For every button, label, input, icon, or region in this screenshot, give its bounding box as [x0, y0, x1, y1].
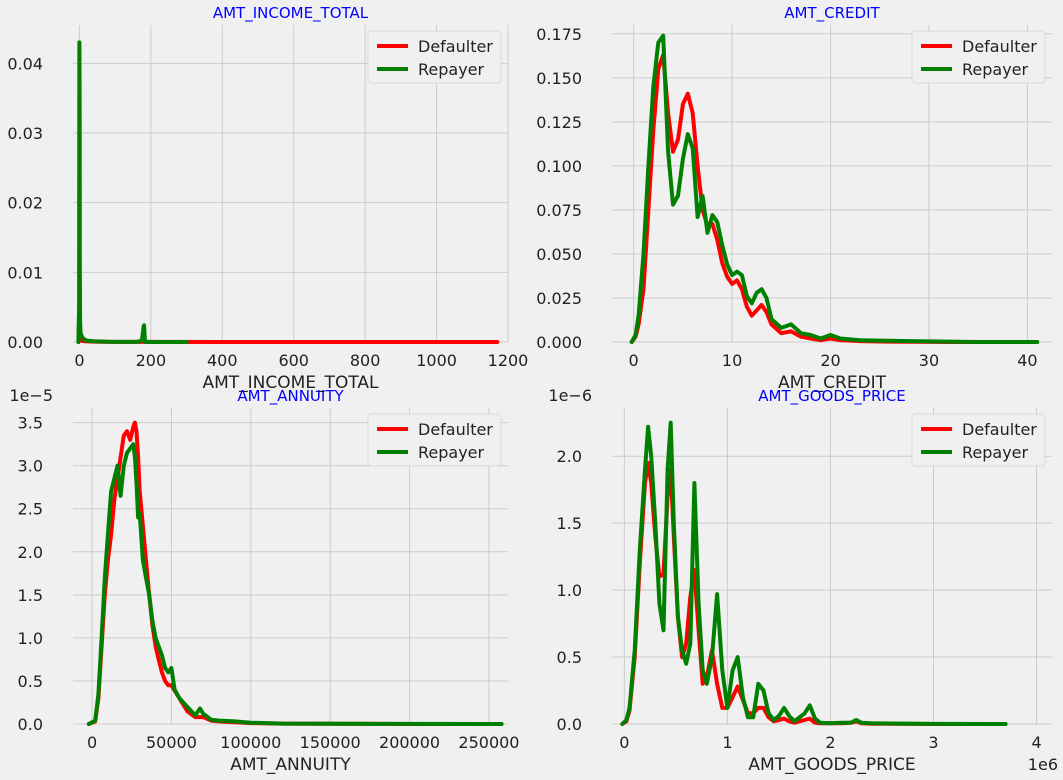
- legend: Defaulter Repayer: [911, 413, 1046, 467]
- x-tick-label: 50000: [146, 733, 197, 752]
- x-offset-text: 1e6: [1028, 755, 1058, 774]
- x-tick-label: 0: [74, 351, 84, 370]
- x-tick-label: 30: [919, 351, 939, 370]
- y-tick-label: 0.02: [7, 194, 43, 213]
- y-tick-label: 1.5: [18, 586, 43, 605]
- x-tick-label: 10: [722, 351, 742, 370]
- subplot-title: AMT_GOODS_PRICE: [758, 387, 906, 406]
- x-tick-label: 100000: [220, 733, 281, 752]
- x-tick-label: 2: [825, 733, 835, 752]
- legend: Defaulter Repayer: [911, 30, 1046, 84]
- x-tick-label: 200: [136, 351, 167, 370]
- y-tick-label: 0.03: [7, 124, 43, 143]
- subplot-4: 0 1 2 3 4 0.0 0.5 1.0 1.5 2.0 1e−6 1e6 AMT_GOODS_PRI…: [548, 386, 1058, 775]
- series-line-defaulter: [86, 420, 504, 726]
- x-tick-label: 3: [928, 733, 938, 752]
- x-tick-label: 0: [629, 351, 639, 370]
- legend-label-repayer: Repayer: [418, 60, 485, 79]
- y-tick-label: 3.0: [18, 457, 43, 476]
- legend-label-defaulter: Defaulter: [418, 420, 493, 439]
- y-tick-label: 2.0: [18, 543, 43, 562]
- y-tick-label: 1.0: [557, 581, 582, 600]
- x-tick-label: 40: [1017, 351, 1037, 370]
- subplot-title: AMT_INCOME_TOTAL: [213, 4, 369, 23]
- y-tick-label: 0.0: [557, 715, 582, 734]
- series-line-defaulter: [620, 460, 1008, 726]
- subplot-title: AMT_CREDIT: [784, 4, 880, 23]
- y-tick-label: 0.5: [18, 672, 43, 691]
- x-axis-label: AMT_INCOME_TOTAL: [202, 373, 379, 393]
- y-tick-label: 2.0: [557, 447, 582, 466]
- x-tick-label: 800: [350, 351, 381, 370]
- x-tick-label: 600: [278, 351, 309, 370]
- y-tick-label: 2.5: [18, 500, 43, 519]
- legend-label-defaulter: Defaulter: [962, 37, 1037, 56]
- legend: Defaulter Repayer: [367, 30, 502, 84]
- y-tick-label: 0.150: [536, 69, 582, 88]
- series-line-defaulter: [629, 52, 1040, 344]
- x-tick-label: 250000: [458, 733, 519, 752]
- y-tick-label: 0.0: [18, 715, 43, 734]
- x-tick-label: 1000: [416, 351, 457, 370]
- subplot-1: 0 200 400 600 800 1000 1200 0.00 0.01 0.02 0.03 0.0…: [7, 4, 528, 393]
- y-tick-label: 0.04: [7, 54, 43, 73]
- x-tick-label: 150000: [300, 733, 361, 752]
- y-tick-label: 0.050: [536, 245, 582, 264]
- y-offset-text: 1e−5: [9, 386, 53, 405]
- y-tick-label: 0.100: [536, 157, 582, 176]
- x-axis-label: AMT_GOODS_PRICE: [748, 755, 915, 775]
- y-tick-label: 0.000: [536, 333, 582, 352]
- y-tick-label: 0.175: [536, 25, 582, 44]
- legend-label-repayer: Repayer: [418, 443, 485, 462]
- series-line-repayer: [76, 40, 189, 344]
- subplot-3: 0 50000 100000 150000 200000 250000 0.0 0.5 1.0 1…: [9, 386, 519, 775]
- y-tick-label: 1.5: [557, 514, 582, 533]
- legend-label-repayer: Repayer: [962, 443, 1029, 462]
- x-tick-label: 0: [87, 733, 97, 752]
- legend: Defaulter Repayer: [367, 413, 502, 467]
- x-tick-label: 4: [1031, 733, 1041, 752]
- y-tick-label: 0.01: [7, 263, 43, 282]
- subplot-2: 0 10 20 30 40 0.000 0.025 0.050 0.075 0.100 0.125 0…: [536, 4, 1052, 393]
- x-tick-label: 400: [207, 351, 238, 370]
- y-tick-label: 0.025: [536, 289, 582, 308]
- y-tick-label: 0.5: [557, 648, 582, 667]
- x-tick-label: 1: [722, 733, 732, 752]
- x-axis-label: AMT_ANNUITY: [230, 755, 351, 775]
- x-tick-label: 200000: [379, 733, 440, 752]
- y-tick-label: 0.00: [7, 333, 43, 352]
- y-tick-label: 3.5: [18, 414, 43, 433]
- x-axis-label: AMT_CREDIT: [778, 373, 887, 393]
- y-tick-label: 0.075: [536, 201, 582, 220]
- y-tick-label: 0.125: [536, 113, 582, 132]
- series-line-repayer: [629, 33, 1040, 344]
- x-tick-label: 1200: [488, 351, 529, 370]
- legend-label-defaulter: Defaulter: [418, 37, 493, 56]
- x-tick-label: 0: [619, 733, 629, 752]
- series-line-repayer: [620, 420, 1008, 726]
- subplot-title: AMT_ANNUITY: [237, 387, 344, 406]
- legend-label-defaulter: Defaulter: [962, 420, 1037, 439]
- series-line-repayer: [86, 442, 504, 726]
- x-tick-label: 20: [820, 351, 840, 370]
- legend-label-repayer: Repayer: [962, 60, 1029, 79]
- y-offset-text: 1e−6: [548, 386, 592, 405]
- y-tick-label: 1.0: [18, 629, 43, 648]
